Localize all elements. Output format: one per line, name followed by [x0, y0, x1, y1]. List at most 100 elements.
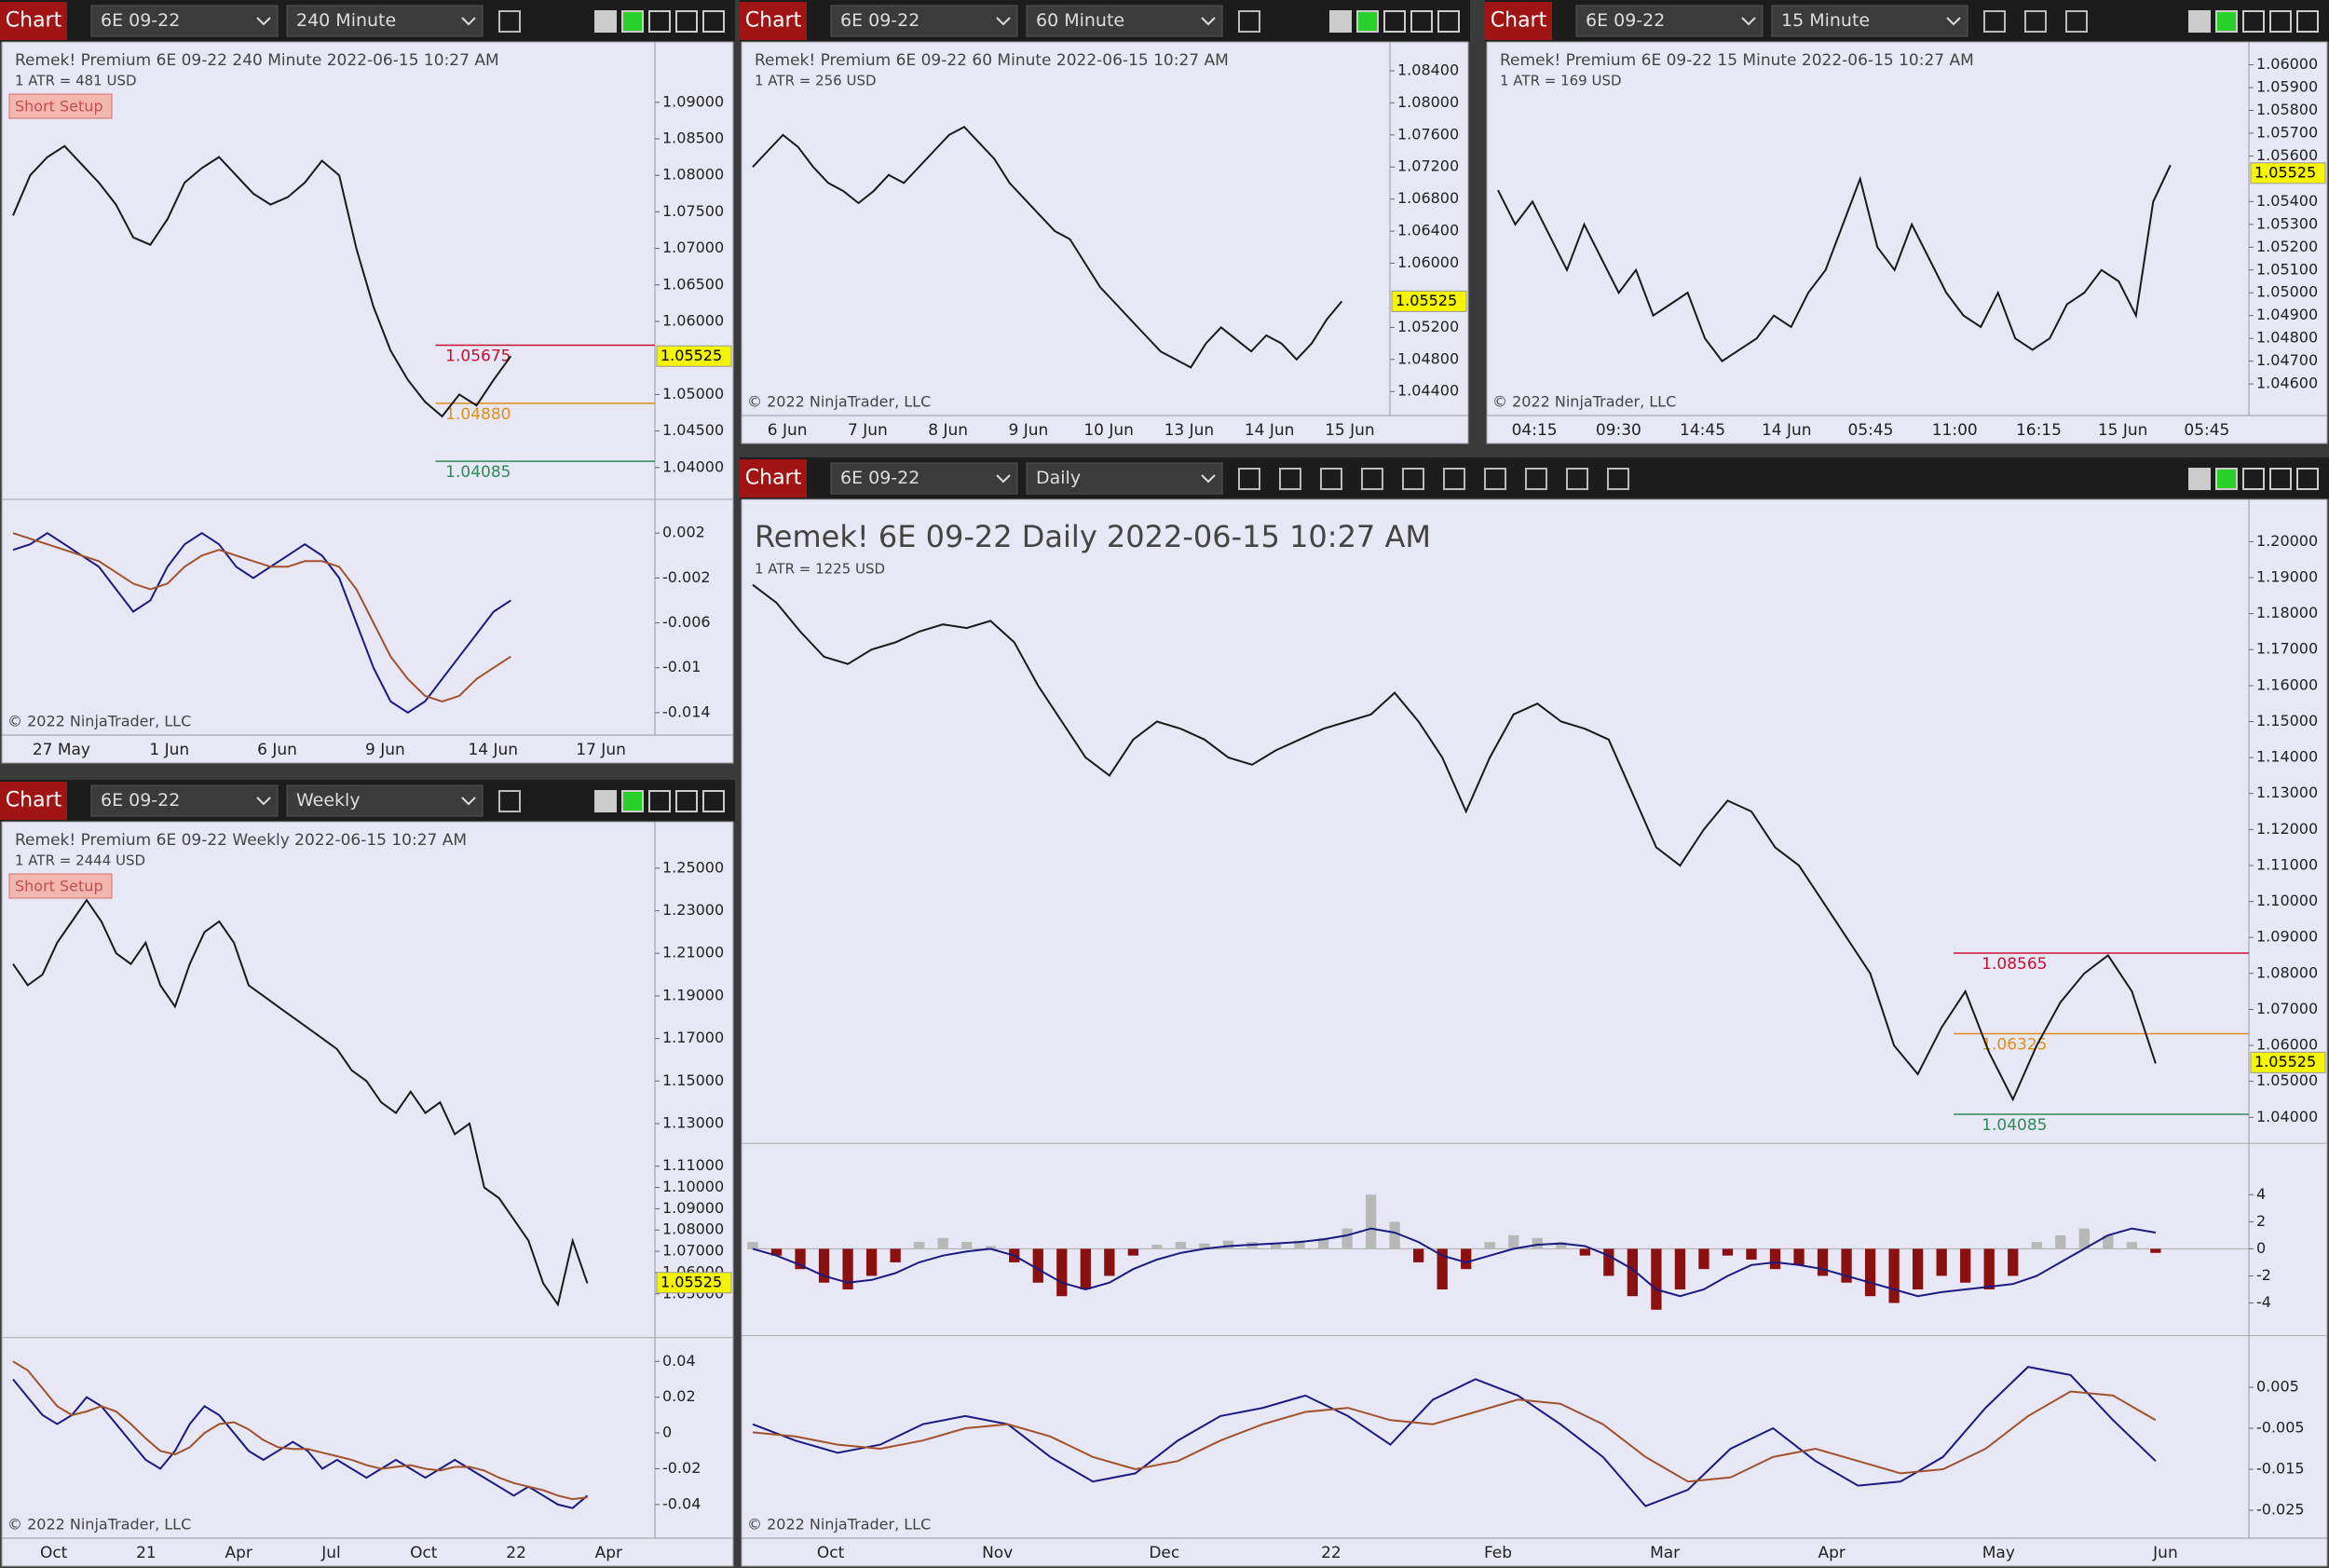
toolbar-button[interactable]: [1238, 10, 1260, 33]
y-tick-label: 1.04900: [2256, 306, 2318, 323]
y-tick-label: 1.19000: [662, 986, 724, 1003]
chart-tab[interactable]: [740, 2, 807, 40]
window-button[interactable]: [1383, 10, 1406, 33]
window-button[interactable]: [648, 10, 671, 33]
y-tick-label: 1.04400: [1397, 382, 1459, 400]
atr-label: 1 ATR = 481 USD: [15, 73, 137, 89]
atr-label: 1 ATR = 2444 USD: [15, 852, 145, 869]
toolbar-button[interactable]: [1238, 468, 1260, 490]
last-price-label: 1.05525: [661, 1273, 722, 1290]
dropdown-chevron: [1201, 474, 1216, 484]
chart-window: Chart 6E 09-22 15 Minute 1.06000 1.05900 1.05…: [1485, 0, 2329, 444]
chart-tab[interactable]: [0, 782, 67, 820]
toolbar-button[interactable]: [1607, 468, 1629, 490]
window-button[interactable]: [2296, 10, 2319, 33]
toolbar-button[interactable]: [1983, 10, 2006, 33]
window-button[interactable]: [648, 790, 671, 812]
interval-dropdown[interactable]: [1026, 5, 1223, 37]
instrument-dropdown[interactable]: [1575, 5, 1764, 37]
window-button[interactable]: [2296, 468, 2319, 490]
instrument-dropdown[interactable]: [830, 462, 1018, 495]
instrument-dropdown[interactable]: [830, 5, 1018, 37]
price-line: [12, 898, 589, 1307]
y-tick-label: 1.06000: [1397, 253, 1459, 271]
y-tick-label: 1.06000: [2256, 55, 2318, 73]
y-tick-label: 1.18000: [2256, 604, 2318, 621]
interval-dropdown[interactable]: [286, 784, 484, 817]
toolbar-button[interactable]: [1361, 468, 1383, 490]
chart-area: [1, 41, 734, 764]
toolbar-button[interactable]: [1443, 468, 1465, 490]
y-tick-label: 0: [2256, 1239, 2266, 1257]
window-button[interactable]: [621, 10, 644, 33]
x-tick-label: Oct: [40, 1544, 68, 1562]
toolbar-button[interactable]: [498, 790, 521, 812]
histogram-bar: [1841, 1248, 1852, 1283]
instrument-dropdown[interactable]: [90, 784, 279, 817]
histogram-bar: [1389, 1221, 1400, 1249]
window-button[interactable]: [702, 10, 725, 33]
x-tick-label: Oct: [410, 1544, 438, 1562]
window-button[interactable]: [2188, 10, 2211, 33]
setup-label: Short Setup: [15, 98, 103, 116]
y-tick-label: 1.21000: [662, 944, 724, 961]
window-button[interactable]: [1356, 10, 1379, 33]
window-button[interactable]: [594, 10, 617, 33]
last-price-label: 1.05525: [1396, 292, 1457, 309]
toolbar-button[interactable]: [498, 10, 521, 33]
y-tick-label: 0: [662, 1424, 672, 1441]
window-button[interactable]: [702, 790, 725, 812]
histogram-bar: [1983, 1248, 1995, 1289]
toolbar-button[interactable]: [1484, 468, 1506, 490]
window-button[interactable]: [2215, 10, 2238, 33]
y-tick-label: -0.02: [662, 1459, 701, 1477]
window-button[interactable]: [2242, 468, 2265, 490]
window-button[interactable]: [675, 790, 698, 812]
window-button[interactable]: [2269, 468, 2292, 490]
chart-tab-label: Chart: [1491, 9, 1547, 33]
histogram-bar: [890, 1248, 901, 1262]
window-button[interactable]: [2215, 468, 2238, 490]
instrument-dropdown-label: 6E 09-22: [1586, 10, 1665, 31]
x-tick-label: 04:15: [1512, 421, 1558, 440]
histogram-bar: [1461, 1248, 1472, 1270]
setup-box: [8, 93, 113, 119]
level-label: 1.08565: [1982, 955, 2047, 974]
window-button[interactable]: [2188, 468, 2211, 490]
toolbar-button[interactable]: [1320, 468, 1342, 490]
window-button[interactable]: [2242, 10, 2265, 33]
window-button[interactable]: [1437, 10, 1460, 33]
toolbar-button[interactable]: [2024, 10, 2047, 33]
interval-dropdown[interactable]: [286, 5, 484, 37]
toolbar-button[interactable]: [1402, 468, 1424, 490]
window-button[interactable]: [1329, 10, 1352, 33]
window-button[interactable]: [594, 790, 617, 812]
y-tick-label: -2: [2256, 1266, 2271, 1284]
window-button[interactable]: [1410, 10, 1433, 33]
toolbar-button[interactable]: [1279, 468, 1301, 490]
window-button[interactable]: [621, 790, 644, 812]
window-button[interactable]: [2269, 10, 2292, 33]
histogram-bar: [1484, 1242, 1495, 1249]
chart-tab[interactable]: [1485, 2, 1552, 40]
toolbar-button[interactable]: [1525, 468, 1547, 490]
setup-label: Short Setup: [15, 878, 103, 895]
instrument-dropdown[interactable]: [90, 5, 279, 37]
histogram-bar: [1722, 1248, 1734, 1256]
window-button[interactable]: [675, 10, 698, 33]
copyright: © 2022 NinjaTrader, LLC: [1492, 393, 1676, 411]
y-tick-label: 1.13000: [662, 1114, 724, 1132]
histogram-bar: [2031, 1242, 2042, 1249]
chart-tab[interactable]: [740, 459, 807, 498]
interval-dropdown[interactable]: [1771, 5, 1968, 37]
toolbar-button[interactable]: [2065, 10, 2088, 33]
x-tick-label: 10 Jun: [1083, 421, 1134, 440]
histogram-bar: [1769, 1248, 1781, 1270]
chart-window: Chart 6E 09-22 Daily 1.20000 1.19000 1.18000 1…: [740, 457, 2329, 1567]
toolbar-button[interactable]: [1566, 468, 1588, 490]
y-tick-label: 1.07200: [1397, 157, 1459, 175]
instrument-dropdown-label: 6E 09-22: [101, 10, 180, 31]
interval-dropdown[interactable]: [1026, 462, 1223, 495]
chart-tab[interactable]: [0, 2, 67, 40]
